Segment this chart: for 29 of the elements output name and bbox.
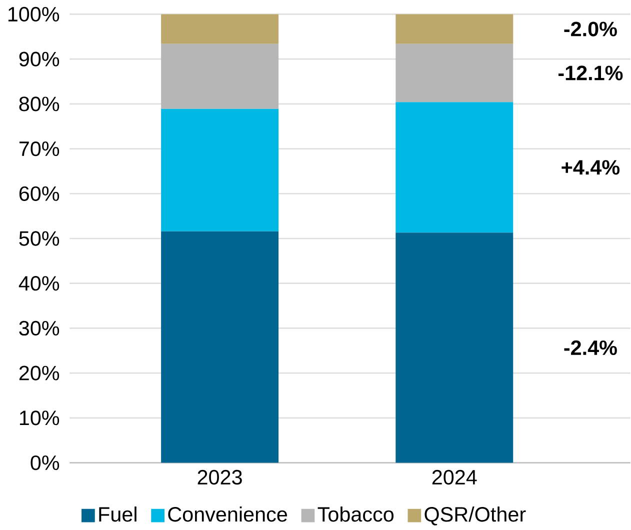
y-tick-label: 20% [19,366,60,380]
legend-label: Fuel [99,506,136,522]
bar [161,108,279,232]
y-tick-label: 30% [19,320,60,336]
y-tick-label: 40% [18,276,60,291]
bar [161,44,279,109]
y-tick-label: 50% [19,231,60,246]
y-tick-label: 60% [19,186,60,201]
annotation: -2.0% [564,22,617,36]
x-tick-label: 2023 [198,470,242,485]
bar [161,231,279,463]
bar [396,232,514,463]
y-tick-label: 10% [20,410,60,426]
bar [396,14,514,44]
y-tick-label: 0% [30,455,60,470]
legend-label: Tobacco [318,506,394,522]
y-tick-label: 100% [8,6,60,22]
bar [396,102,514,233]
annotation: -2.4% [564,340,617,356]
legend-label: Convenience [168,506,288,522]
x-tick-label: 2024 [432,470,477,485]
bar [396,44,514,102]
y-tick-label: 70% [19,141,60,156]
legend-label: QSR/Other [424,506,526,526]
annotation: +4.4% [562,160,620,175]
annotation: -12.1% [558,66,623,80]
y-tick-label: 90% [19,52,60,66]
bar [161,14,279,44]
y-tick-label: 80% [19,96,60,112]
